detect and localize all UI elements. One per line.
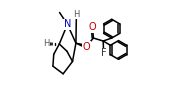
Text: F: F bbox=[101, 48, 106, 58]
Text: N: N bbox=[64, 19, 71, 29]
Polygon shape bbox=[76, 43, 87, 48]
Text: O: O bbox=[83, 42, 90, 52]
Text: O: O bbox=[89, 22, 96, 32]
Text: H: H bbox=[73, 10, 80, 19]
Text: H: H bbox=[43, 40, 50, 48]
